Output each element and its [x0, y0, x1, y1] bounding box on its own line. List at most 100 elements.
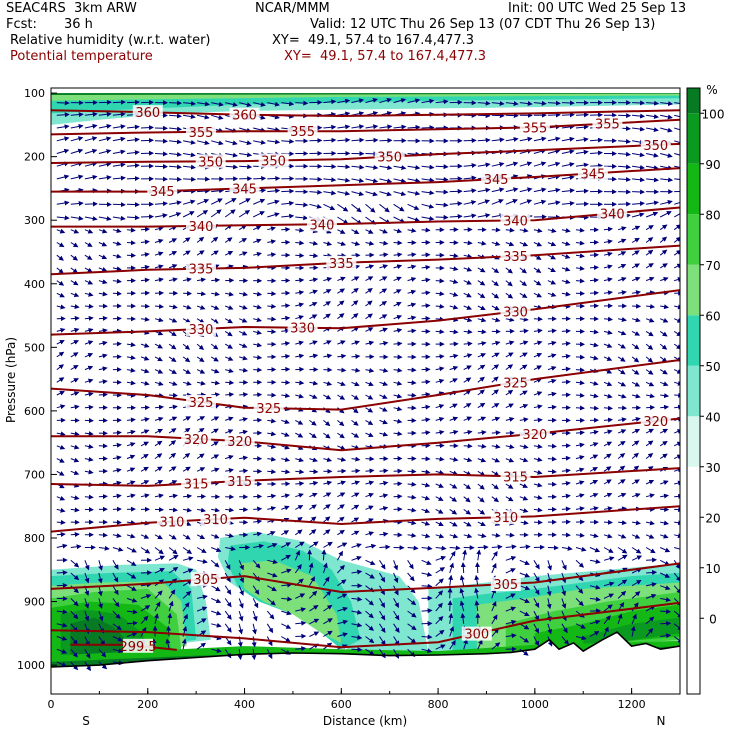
wind-arrow-430 — [407, 216, 420, 222]
wind-arrow-546 — [140, 252, 150, 258]
wind-arrow-151 — [281, 138, 295, 144]
wind-arrow-1748 — [589, 584, 601, 590]
wind-arrow-534 — [603, 239, 613, 245]
wind-arrow-1257 — [645, 440, 654, 447]
init-time: Init: 00 UTC Wed 25 Sep 13 — [508, 1, 687, 16]
wind-arrow-1956 — [365, 648, 375, 656]
wind-arrow-1454 — [253, 506, 263, 512]
theta-label-bg-305-1 — [490, 577, 521, 592]
wind-arrow-1174 — [112, 430, 122, 436]
wind-arrow-1530 — [56, 531, 66, 537]
wind-arrow-1682 — [294, 563, 302, 574]
wind-arrow-716 — [632, 290, 641, 296]
wind-arrow-165 — [477, 137, 491, 143]
wind-arrow-1881 — [561, 623, 568, 634]
wind-arrow-1368 — [309, 480, 319, 486]
wind-arrow-1693 — [449, 562, 454, 574]
wind-arrow-1722 — [224, 585, 232, 595]
wind-arrow-776 — [210, 318, 219, 324]
wind-arrow-1010 — [337, 381, 346, 387]
wind-arrow-1876 — [491, 614, 498, 625]
wind-arrow-946 — [70, 364, 79, 371]
wind-arrow-1040 — [126, 392, 136, 398]
wind-arrow-565 — [407, 252, 417, 258]
wind-arrow-811 — [70, 327, 80, 333]
wind-arrow-950 — [126, 367, 136, 373]
wind-arrow-636 — [140, 277, 150, 283]
wind-arrow-1658 — [589, 559, 601, 564]
wind-arrow-376 — [281, 200, 295, 206]
wind-arrow-656 — [421, 277, 431, 283]
wind-arrow-690 — [267, 291, 277, 297]
wind-arrow-530 — [547, 241, 557, 247]
wind-arrow-383 — [379, 203, 390, 213]
wind-arrow-1402 — [154, 493, 164, 499]
wind-arrow-87 — [646, 114, 659, 119]
wind-arrow-1805 — [126, 609, 138, 615]
wind-arrow-1649 — [462, 549, 468, 561]
wind-arrow-1603 — [449, 545, 461, 551]
wind-arrow-1271 — [210, 454, 220, 460]
theta-label-350: 350 — [261, 155, 286, 170]
wind-arrow-1695 — [475, 562, 480, 574]
wind-arrow-1524 — [603, 519, 613, 525]
wind-arrow-1304 — [673, 454, 680, 460]
wind-arrow-887 — [505, 340, 515, 346]
wind-arrow-1739 — [459, 574, 465, 586]
wind-arrow-1686 — [351, 569, 363, 575]
wind-arrow-693 — [309, 289, 318, 295]
wind-arrow-1560 — [477, 533, 487, 539]
wind-arrow-1382 — [505, 483, 514, 489]
wind-arrow-1647 — [435, 555, 447, 561]
wind-arrow-1825 — [407, 610, 417, 618]
wind-arrow-540 — [56, 254, 64, 261]
wind-arrow-1830 — [474, 600, 480, 612]
wind-arrow-1927 — [575, 635, 587, 641]
wind-arrow-674 — [674, 277, 680, 282]
wind-arrow-1060 — [407, 392, 417, 398]
wind-arrow-32 — [505, 101, 519, 107]
wind-arrow-1293 — [519, 457, 529, 463]
wind-arrow-1877 — [505, 619, 517, 625]
wind-arrow-1740 — [474, 574, 480, 586]
wind-arrow-586 — [70, 267, 78, 274]
wind-arrow-1302 — [645, 452, 654, 459]
wind-arrow-1017 — [435, 378, 445, 384]
x-tick-label-400: 400 — [234, 698, 255, 711]
wind-arrow-1208 — [589, 429, 599, 435]
wind-arrow-730 — [196, 305, 206, 310]
wind-arrow-1912 — [365, 636, 375, 644]
wind-arrow-234 — [183, 164, 196, 170]
wind-arrow-1020 — [477, 376, 485, 383]
wind-arrow-1118 — [589, 405, 599, 411]
wind-arrow-1673 — [168, 566, 179, 574]
wind-arrow-860 — [126, 342, 136, 348]
wind-arrow-902 — [84, 353, 94, 358]
wind-arrow-877 — [365, 340, 375, 346]
wind-arrow-1269 — [182, 452, 191, 459]
wind-arrow-890 — [547, 340, 557, 346]
wind-arrow-172 — [575, 137, 589, 143]
wind-arrow-411 — [140, 214, 154, 220]
wind-arrow-1698 — [519, 572, 531, 578]
wind-arrow-1390 — [617, 479, 626, 485]
wind-arrow-187 — [154, 151, 168, 157]
wind-arrow-247 — [365, 164, 379, 170]
wind-arrow-1737 — [435, 578, 444, 587]
wind-arrow-1265 — [126, 454, 136, 460]
wind-arrow-1539 — [182, 534, 191, 540]
wind-arrow-1816 — [281, 610, 292, 616]
wind-arrow-1943 — [181, 638, 187, 650]
wind-arrow-1248 — [519, 444, 529, 450]
wind-arrow-467 — [295, 227, 305, 233]
wind-arrow-341 — [421, 190, 435, 196]
wind-arrow-616 — [491, 267, 500, 274]
wind-arrow-1685 — [337, 564, 345, 574]
wind-arrow-1719 — [182, 580, 193, 587]
wind-arrow-472 — [365, 229, 374, 234]
wind-arrow-1400 — [126, 493, 136, 499]
wind-arrow-980 — [547, 366, 557, 371]
wind-arrow-193 — [239, 152, 253, 158]
wind-arrow-296 — [421, 177, 435, 183]
wind-arrow-1541 — [211, 533, 220, 539]
